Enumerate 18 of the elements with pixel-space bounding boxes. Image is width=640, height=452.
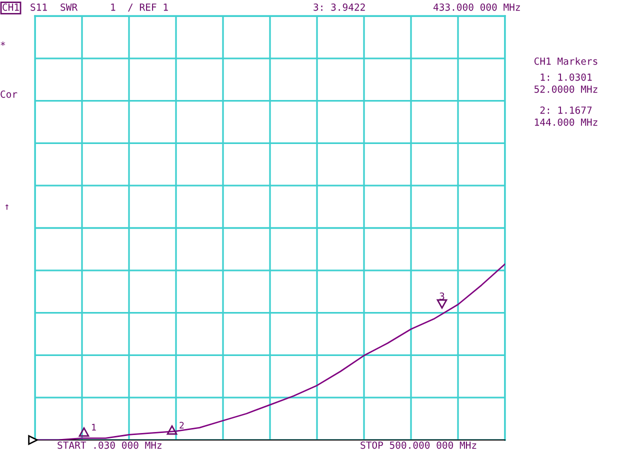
text: CH1 xyxy=(2,3,19,11)
text: 1 / REF 1 xyxy=(111,4,168,12)
text: 433.000 000 MHz xyxy=(433,3,520,11)
annotation: 1 xyxy=(92,424,96,431)
text: STOP 500.000 000 MHz xyxy=(360,441,476,449)
text: ↑ xyxy=(5,204,8,210)
text: 144.000 MHz xyxy=(534,118,598,126)
text: 2: 1.1677 xyxy=(540,106,592,114)
text: 52.0000 MHz xyxy=(534,85,598,93)
annotation: 2 xyxy=(180,422,184,429)
text: Cor xyxy=(0,90,18,98)
text: CH1 Markers xyxy=(534,57,598,65)
text: SWR xyxy=(60,3,78,11)
text: S11 xyxy=(30,3,47,11)
text: * xyxy=(0,41,6,46)
text: START .030 000 MHz xyxy=(58,441,162,449)
text: 3: 3.9422 xyxy=(314,3,365,11)
text: 1: 1.0301 xyxy=(540,73,592,81)
